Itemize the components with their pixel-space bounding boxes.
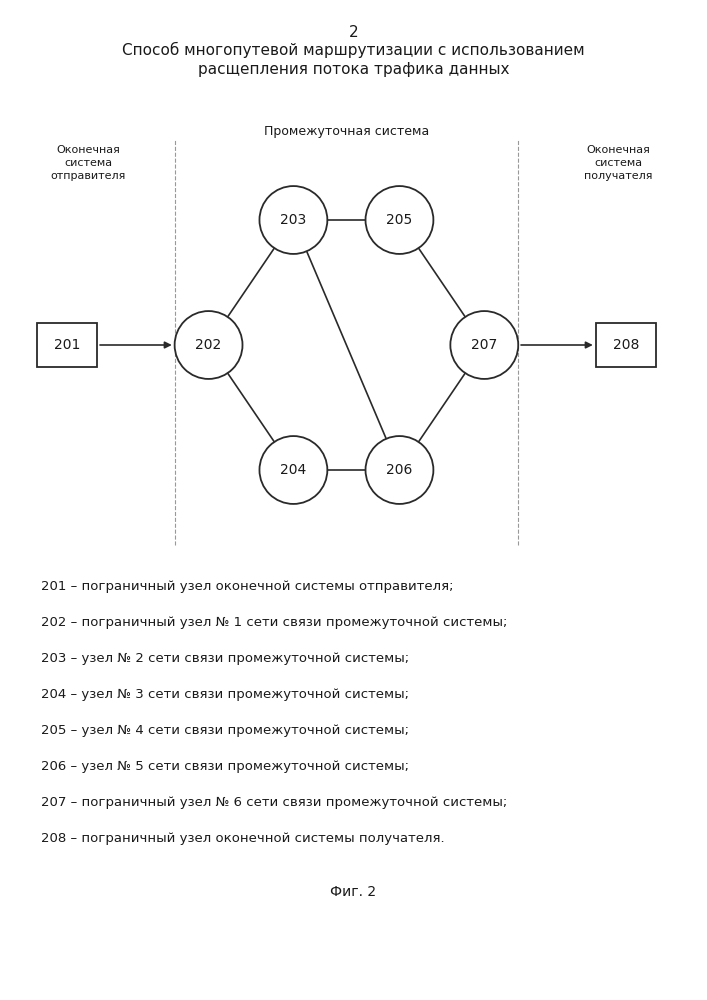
FancyBboxPatch shape	[37, 323, 98, 367]
Ellipse shape	[366, 186, 433, 254]
Text: Способ многопутевой маршрутизации с использованием: Способ многопутевой маршрутизации с испо…	[122, 42, 585, 58]
Text: 201 – пограничный узел оконечной системы отправителя;: 201 – пограничный узел оконечной системы…	[41, 580, 453, 593]
Text: расщепления потока трафика данных: расщепления потока трафика данных	[198, 62, 509, 77]
Text: 205: 205	[386, 213, 413, 227]
Text: 205 – узел № 4 сети связи промежуточной системы;: 205 – узел № 4 сети связи промежуточной …	[41, 724, 409, 737]
Text: Оконечная
система
получателя: Оконечная система получателя	[585, 145, 653, 181]
Text: 2: 2	[349, 25, 358, 40]
Text: 203 – узел № 2 сети связи промежуточной системы;: 203 – узел № 2 сети связи промежуточной …	[41, 652, 409, 665]
Text: 208 – пограничный узел оконечной системы получателя.: 208 – пограничный узел оконечной системы…	[41, 832, 445, 845]
Text: 201: 201	[54, 338, 81, 352]
Text: 204 – узел № 3 сети связи промежуточной системы;: 204 – узел № 3 сети связи промежуточной …	[41, 688, 409, 701]
FancyBboxPatch shape	[595, 323, 656, 367]
Ellipse shape	[366, 436, 433, 504]
Text: Промежуточная система: Промежуточная система	[264, 125, 429, 138]
Text: Оконечная
система
отправителя: Оконечная система отправителя	[51, 145, 126, 181]
Text: 206 – узел № 5 сети связи промежуточной системы;: 206 – узел № 5 сети связи промежуточной …	[41, 760, 409, 773]
Text: 206: 206	[386, 463, 413, 477]
Text: 208: 208	[612, 338, 639, 352]
Text: 202 – пограничный узел № 1 сети связи промежуточной системы;: 202 – пограничный узел № 1 сети связи пр…	[41, 616, 508, 629]
Ellipse shape	[175, 311, 243, 379]
Text: 202: 202	[195, 338, 222, 352]
Ellipse shape	[259, 436, 327, 504]
Text: 207 – пограничный узел № 6 сети связи промежуточной системы;: 207 – пограничный узел № 6 сети связи пр…	[41, 796, 507, 809]
Text: Фиг. 2: Фиг. 2	[330, 885, 377, 899]
Ellipse shape	[450, 311, 518, 379]
Ellipse shape	[259, 186, 327, 254]
Text: 204: 204	[280, 463, 307, 477]
Text: 203: 203	[280, 213, 307, 227]
Text: 207: 207	[471, 338, 498, 352]
